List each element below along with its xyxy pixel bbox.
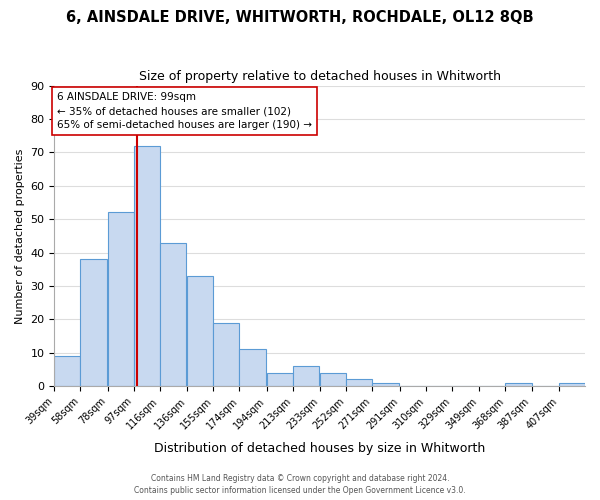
Bar	[505, 383, 532, 386]
Bar	[559, 383, 585, 386]
Bar	[80, 259, 107, 386]
Bar	[293, 366, 319, 386]
Bar	[267, 373, 293, 386]
Bar	[187, 276, 214, 386]
Bar	[55, 356, 80, 386]
Y-axis label: Number of detached properties: Number of detached properties	[15, 148, 25, 324]
Bar	[214, 322, 239, 386]
Bar	[320, 373, 346, 386]
X-axis label: Distribution of detached houses by size in Whitworth: Distribution of detached houses by size …	[154, 442, 485, 455]
Bar	[373, 383, 398, 386]
Text: 6 AINSDALE DRIVE: 99sqm
← 35% of detached houses are smaller (102)
65% of semi-d: 6 AINSDALE DRIVE: 99sqm ← 35% of detache…	[57, 92, 312, 130]
Text: 6, AINSDALE DRIVE, WHITWORTH, ROCHDALE, OL12 8QB: 6, AINSDALE DRIVE, WHITWORTH, ROCHDALE, …	[66, 10, 534, 25]
Bar	[346, 380, 373, 386]
Bar	[108, 212, 134, 386]
Title: Size of property relative to detached houses in Whitworth: Size of property relative to detached ho…	[139, 70, 501, 83]
Bar	[160, 242, 186, 386]
Text: Contains HM Land Registry data © Crown copyright and database right 2024.
Contai: Contains HM Land Registry data © Crown c…	[134, 474, 466, 495]
Bar	[134, 146, 160, 386]
Bar	[239, 350, 266, 386]
